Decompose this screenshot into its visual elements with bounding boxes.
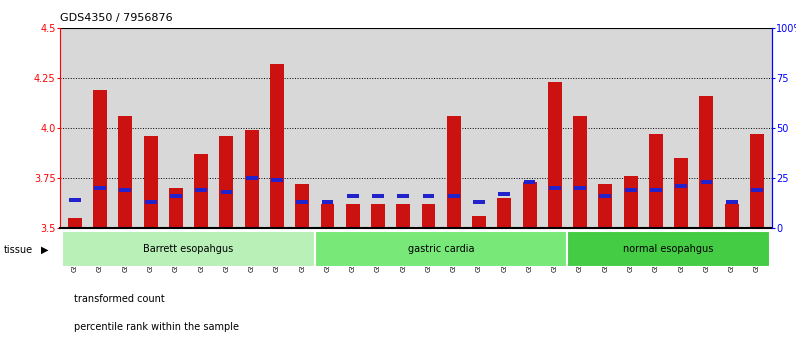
Bar <box>347 194 359 198</box>
Bar <box>119 116 132 228</box>
Bar <box>345 204 360 228</box>
Bar <box>447 116 461 228</box>
Bar <box>624 176 638 228</box>
Bar <box>675 184 687 188</box>
Bar <box>62 231 315 267</box>
Bar <box>422 204 435 228</box>
Bar <box>93 90 107 228</box>
Bar <box>220 136 233 228</box>
Bar <box>750 134 764 228</box>
Bar <box>94 186 106 190</box>
Text: normal esopahgus: normal esopahgus <box>623 244 714 254</box>
Bar <box>296 200 308 204</box>
Bar <box>321 204 334 228</box>
Bar <box>119 188 131 192</box>
Bar <box>726 200 738 204</box>
Bar <box>145 200 157 204</box>
Text: transformed count: transformed count <box>74 294 165 304</box>
Bar <box>599 194 611 198</box>
Bar <box>548 82 562 228</box>
Bar <box>169 188 183 228</box>
Bar <box>423 194 435 198</box>
Bar <box>700 96 713 228</box>
Bar <box>244 130 259 228</box>
Bar <box>246 176 258 180</box>
Bar <box>396 204 410 228</box>
Text: ▶: ▶ <box>41 245 49 255</box>
Bar <box>649 134 663 228</box>
Bar <box>271 178 283 182</box>
Bar <box>194 154 208 228</box>
Text: Barrett esopahgus: Barrett esopahgus <box>143 244 234 254</box>
Bar <box>315 231 568 267</box>
Bar <box>295 184 309 228</box>
Bar <box>472 216 486 228</box>
Text: gastric cardia: gastric cardia <box>408 244 474 254</box>
Bar <box>371 204 385 228</box>
Bar <box>674 158 688 228</box>
Bar <box>574 186 586 190</box>
Bar <box>568 231 770 267</box>
Bar <box>448 194 460 198</box>
Bar <box>724 204 739 228</box>
Bar <box>700 180 712 184</box>
Bar <box>549 186 560 190</box>
Bar <box>68 218 82 228</box>
Bar <box>498 192 510 196</box>
Bar <box>498 198 511 228</box>
Bar <box>599 184 612 228</box>
Bar <box>751 188 763 192</box>
Bar <box>650 188 661 192</box>
Bar <box>144 136 158 228</box>
Bar <box>220 190 232 194</box>
Bar <box>195 188 207 192</box>
Bar <box>322 200 334 204</box>
Text: tissue: tissue <box>4 245 33 255</box>
Bar <box>523 182 537 228</box>
Bar <box>625 188 637 192</box>
Bar <box>372 194 384 198</box>
Bar <box>397 194 409 198</box>
Text: percentile rank within the sample: percentile rank within the sample <box>74 322 239 332</box>
Bar <box>270 64 284 228</box>
Bar <box>473 200 485 204</box>
Bar <box>573 116 587 228</box>
Bar <box>69 198 80 202</box>
Bar <box>524 180 536 184</box>
Bar <box>170 194 181 198</box>
Text: GDS4350 / 7956876: GDS4350 / 7956876 <box>60 13 172 23</box>
